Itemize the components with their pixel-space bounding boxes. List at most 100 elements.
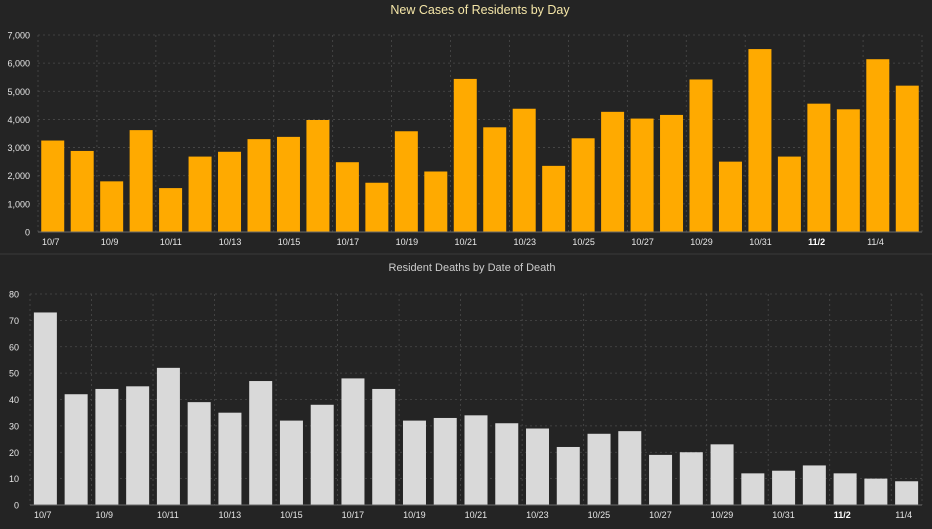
cases-x-tick-label: 10/13 <box>219 237 242 247</box>
deaths-x-tick-label: 10/13 <box>219 510 242 520</box>
deaths-bar-10-28[interactable] <box>679 452 703 505</box>
deaths-bar-10-12[interactable] <box>187 402 211 505</box>
deaths-chart-title: Resident Deaths by Date of Death <box>389 262 556 274</box>
deaths-x-tick-label: 10/25 <box>588 510 611 520</box>
cases-bar-10-13[interactable] <box>218 151 242 232</box>
deaths-y-tick-label: 50 <box>9 369 19 379</box>
cases-bar-10-12[interactable] <box>188 156 212 232</box>
deaths-bar-10-8[interactable] <box>64 394 88 505</box>
cases-bar-10-19[interactable] <box>394 131 418 232</box>
cases-y-tick-label: 1,000 <box>7 199 30 209</box>
deaths-bar-11-3[interactable] <box>864 478 888 505</box>
cases-bar-11-1[interactable] <box>777 156 801 232</box>
deaths-bar-11-2[interactable] <box>833 473 857 505</box>
cases-y-tick-label: 7,000 <box>7 31 30 41</box>
deaths-bar-10-23[interactable] <box>526 428 550 505</box>
cases-x-tick-label: 11/2 <box>808 237 825 247</box>
deaths-bar-10-14[interactable] <box>249 381 273 505</box>
cases-bar-11-5[interactable] <box>895 85 919 233</box>
deaths-bar-10-29[interactable] <box>710 444 734 505</box>
cases-bar-10-21[interactable] <box>453 78 477 232</box>
deaths-bar-10-26[interactable] <box>618 431 642 505</box>
cases-bar-10-9[interactable] <box>100 181 124 232</box>
cases-y-tick-label: 2,000 <box>7 171 30 181</box>
cases-x-tick-label: 10/21 <box>455 237 478 247</box>
cases-bar-10-8[interactable] <box>70 150 94 232</box>
deaths-bar-10-11[interactable] <box>156 367 180 505</box>
cases-y-tick-label: 5,000 <box>7 87 30 97</box>
deaths-bar-10-16[interactable] <box>310 404 334 505</box>
cases-x-tick-label: 10/19 <box>396 237 419 247</box>
cases-bar-10-18[interactable] <box>365 182 389 232</box>
deaths-bar-10-17[interactable] <box>341 378 365 505</box>
cases-x-tick-label: 11/4 <box>867 237 884 247</box>
cases-bar-10-16[interactable] <box>306 119 330 232</box>
deaths-bar-10-19[interactable] <box>402 420 426 505</box>
deaths-x-tick-label: 10/27 <box>649 510 672 520</box>
cases-bar-10-26[interactable] <box>601 111 625 232</box>
deaths-y-tick-label: 60 <box>9 342 19 352</box>
deaths-bar-10-18[interactable] <box>372 388 396 505</box>
cases-bar-10-17[interactable] <box>335 162 359 232</box>
cases-bar-10-28[interactable] <box>660 114 684 232</box>
deaths-bar-10-9[interactable] <box>95 388 119 505</box>
deaths-bar-11-1[interactable] <box>802 465 826 505</box>
cases-bar-10-30[interactable] <box>718 161 742 232</box>
cases-bar-10-22[interactable] <box>483 127 507 232</box>
deaths-bar-10-7[interactable] <box>33 312 57 505</box>
deaths-x-tick-label: 10/7 <box>34 510 52 520</box>
deaths-bar-10-21[interactable] <box>464 415 488 505</box>
cases-x-tick-label: 10/7 <box>42 237 60 247</box>
cases-bar-11-2[interactable] <box>807 103 831 232</box>
deaths-bar-10-25[interactable] <box>587 433 611 505</box>
deaths-x-tick-label: 10/11 <box>157 510 179 520</box>
cases-bar-10-31[interactable] <box>748 49 772 233</box>
deaths-bar-10-27[interactable] <box>649 454 673 505</box>
deaths-bar-10-10[interactable] <box>126 386 150 505</box>
cases-bar-11-4[interactable] <box>866 59 890 233</box>
deaths-x-tick-label: 10/31 <box>772 510 795 520</box>
cases-bar-10-14[interactable] <box>247 139 271 232</box>
deaths-x-tick-label: 10/23 <box>526 510 549 520</box>
cases-x-tick-label: 10/17 <box>337 237 360 247</box>
deaths-bar-10-24[interactable] <box>556 446 580 505</box>
cases-x-tick-label: 10/9 <box>101 237 119 247</box>
cases-x-tick-label: 10/31 <box>749 237 772 247</box>
deaths-y-tick-label: 20 <box>9 448 19 458</box>
cases-bar-10-25[interactable] <box>571 138 595 232</box>
cases-bar-10-23[interactable] <box>512 108 536 232</box>
deaths-bar-10-15[interactable] <box>279 420 303 505</box>
deaths-bar-10-20[interactable] <box>433 417 457 505</box>
deaths-x-tick-label: 10/29 <box>711 510 734 520</box>
deaths-y-tick-label: 10 <box>9 474 19 484</box>
deaths-x-tick-label: 10/19 <box>403 510 426 520</box>
cases-bar-10-20[interactable] <box>424 171 448 232</box>
cases-y-tick-label: 0 <box>25 228 30 238</box>
cases-bar-10-10[interactable] <box>129 130 153 232</box>
cases-x-tick-label: 10/27 <box>631 237 654 247</box>
deaths-bar-10-30[interactable] <box>741 473 765 505</box>
deaths-y-tick-label: 40 <box>9 395 19 405</box>
cases-bar-10-11[interactable] <box>159 188 183 232</box>
cases-y-tick-label: 4,000 <box>7 115 30 125</box>
deaths-x-tick-label: 10/9 <box>96 510 114 520</box>
cases-y-tick-label: 6,000 <box>7 59 30 69</box>
cases-x-tick-label: 10/29 <box>690 237 713 247</box>
deaths-bar-10-22[interactable] <box>495 423 519 505</box>
deaths-y-tick-label: 30 <box>9 421 19 431</box>
deaths-y-tick-label: 70 <box>9 316 19 326</box>
deaths-x-tick-label: 11/4 <box>895 510 912 520</box>
deaths-bar-11-4[interactable] <box>895 481 919 505</box>
cases-bar-10-15[interactable] <box>276 136 300 232</box>
deaths-y-tick-label: 0 <box>14 501 19 511</box>
cases-x-tick-label: 10/25 <box>572 237 595 247</box>
deaths-bar-10-13[interactable] <box>218 412 242 505</box>
cases-bar-11-3[interactable] <box>836 109 860 232</box>
deaths-bar-10-31[interactable] <box>772 470 796 505</box>
deaths-x-tick-label: 10/15 <box>280 510 303 520</box>
cases-bar-10-24[interactable] <box>542 165 566 232</box>
cases-x-tick-label: 10/11 <box>160 237 182 247</box>
cases-bar-10-7[interactable] <box>41 140 65 232</box>
cases-bar-10-29[interactable] <box>689 79 713 232</box>
cases-bar-10-27[interactable] <box>630 118 654 232</box>
